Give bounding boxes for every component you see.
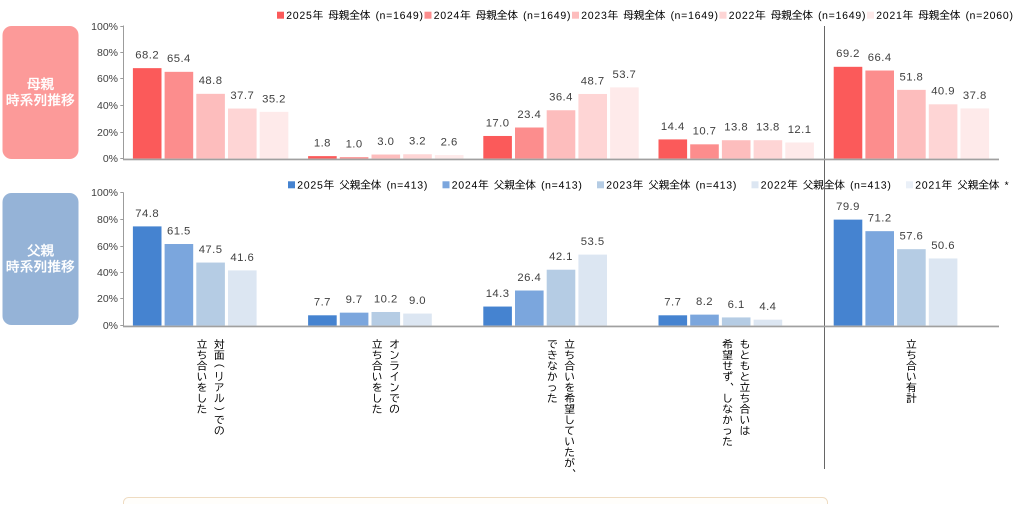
svg-text:1.0: 1.0 — [346, 139, 363, 151]
svg-text:4.4: 4.4 — [759, 301, 776, 313]
svg-text:41.6: 41.6 — [230, 252, 254, 264]
svg-text:14.3: 14.3 — [486, 288, 510, 300]
svg-text:17.0: 17.0 — [486, 117, 510, 129]
svg-text:40%: 40% — [97, 100, 118, 112]
svg-text:1.8: 1.8 — [314, 138, 331, 150]
svg-text:53.5: 53.5 — [581, 236, 605, 248]
svg-text:100%: 100% — [91, 21, 118, 33]
svg-text:9.7: 9.7 — [346, 294, 363, 306]
svg-text:51.8: 51.8 — [900, 71, 924, 83]
svg-text:74.8: 74.8 — [135, 208, 159, 220]
svg-text:61.5: 61.5 — [167, 225, 191, 237]
svg-text:65.4: 65.4 — [167, 53, 191, 65]
svg-text:48.7: 48.7 — [581, 75, 605, 87]
svg-text:35.2: 35.2 — [262, 93, 286, 105]
svg-text:48.8: 48.8 — [199, 75, 223, 87]
svg-text:50.6: 50.6 — [931, 240, 955, 252]
svg-text:37.7: 37.7 — [230, 90, 254, 102]
svg-text:79.9: 79.9 — [836, 201, 860, 213]
svg-text:26.4: 26.4 — [517, 272, 541, 284]
svg-text:47.5: 47.5 — [199, 244, 223, 256]
svg-text:13.8: 13.8 — [756, 122, 780, 134]
svg-text:10.2: 10.2 — [374, 293, 398, 305]
svg-text:0%: 0% — [103, 320, 118, 332]
svg-text:53.7: 53.7 — [613, 69, 637, 81]
svg-text:60%: 60% — [97, 73, 118, 85]
svg-text:0%: 0% — [103, 153, 118, 165]
svg-text:80%: 80% — [97, 47, 118, 59]
svg-text:7.7: 7.7 — [314, 297, 331, 309]
svg-text:13.8: 13.8 — [724, 122, 748, 134]
svg-text:23.4: 23.4 — [517, 109, 541, 121]
svg-text:20%: 20% — [97, 127, 118, 139]
svg-text:57.6: 57.6 — [900, 231, 924, 243]
svg-text:8.2: 8.2 — [696, 296, 713, 308]
svg-text:68.2: 68.2 — [135, 50, 159, 62]
svg-text:3.2: 3.2 — [409, 136, 426, 148]
svg-text:2.6: 2.6 — [441, 136, 458, 148]
svg-text:37.8: 37.8 — [963, 90, 987, 102]
svg-text:12.1: 12.1 — [788, 124, 812, 136]
svg-text:60%: 60% — [97, 241, 118, 253]
svg-text:66.4: 66.4 — [868, 52, 892, 64]
svg-text:36.4: 36.4 — [549, 92, 573, 104]
svg-text:42.1: 42.1 — [549, 251, 573, 263]
svg-text:6.1: 6.1 — [728, 299, 745, 311]
svg-text:40%: 40% — [97, 267, 118, 279]
svg-text:7.7: 7.7 — [664, 297, 681, 309]
svg-text:80%: 80% — [97, 214, 118, 226]
svg-text:69.2: 69.2 — [836, 48, 860, 60]
svg-text:10.7: 10.7 — [693, 126, 717, 138]
svg-text:9.0: 9.0 — [409, 295, 426, 307]
svg-text:20%: 20% — [97, 293, 118, 305]
svg-text:100%: 100% — [91, 187, 118, 199]
svg-text:14.4: 14.4 — [661, 121, 685, 133]
svg-text:71.2: 71.2 — [868, 213, 892, 225]
svg-text:3.0: 3.0 — [377, 136, 394, 148]
svg-text:40.9: 40.9 — [931, 86, 955, 98]
